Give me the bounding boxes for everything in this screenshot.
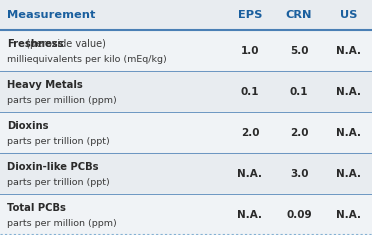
Text: parts per million (ppm): parts per million (ppm): [7, 96, 116, 105]
Bar: [0, 30, 372, 71]
Text: N.A.: N.A.: [336, 210, 362, 219]
Bar: [0, 194, 372, 235]
Text: parts per trillion (ppt): parts per trillion (ppt): [7, 137, 109, 146]
Bar: [0, 71, 372, 112]
Text: Dioxins: Dioxins: [7, 121, 48, 131]
Text: Dioxin-like PCBs: Dioxin-like PCBs: [7, 162, 98, 172]
Text: Measurement: Measurement: [7, 10, 95, 20]
Text: 0.09: 0.09: [286, 210, 312, 219]
Text: N.A.: N.A.: [336, 168, 362, 179]
Text: N.A.: N.A.: [336, 46, 362, 55]
Text: 2.0: 2.0: [241, 128, 259, 137]
Text: 0.1: 0.1: [290, 86, 308, 97]
Text: parts per million (ppm): parts per million (ppm): [7, 219, 116, 228]
Text: (peroxide value): (peroxide value): [23, 39, 106, 49]
Text: 1.0: 1.0: [241, 46, 259, 55]
Bar: [0, 112, 372, 153]
Text: 0.1: 0.1: [241, 86, 259, 97]
Text: EPS: EPS: [238, 10, 262, 20]
Text: Heavy Metals: Heavy Metals: [7, 80, 83, 90]
Bar: [0, 153, 372, 194]
Text: N.A.: N.A.: [336, 86, 362, 97]
Text: N.A.: N.A.: [237, 168, 263, 179]
Text: 5.0: 5.0: [290, 46, 308, 55]
Bar: [0, 0, 372, 30]
Text: 2.0: 2.0: [290, 128, 308, 137]
Text: parts per trillion (ppt): parts per trillion (ppt): [7, 178, 109, 187]
Text: milliequivalents per kilo (mEq/kg): milliequivalents per kilo (mEq/kg): [7, 55, 166, 64]
Text: Freshness: Freshness: [7, 39, 63, 49]
Text: US: US: [340, 10, 357, 20]
Text: Total PCBs: Total PCBs: [7, 203, 65, 213]
Text: N.A.: N.A.: [237, 210, 263, 219]
Text: CRN: CRN: [286, 10, 312, 20]
Text: 3.0: 3.0: [290, 168, 308, 179]
Text: N.A.: N.A.: [336, 128, 362, 137]
